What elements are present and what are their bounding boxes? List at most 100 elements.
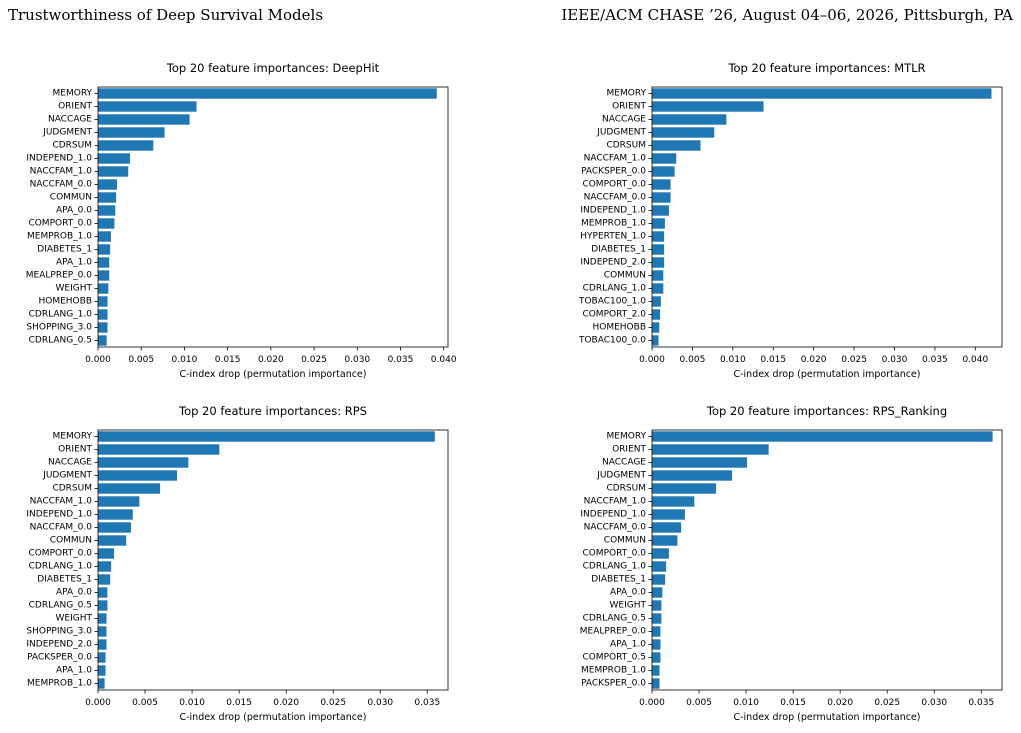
category-label: CDRLANG_1.0: [29, 310, 93, 320]
bar: [652, 270, 664, 281]
category-label: NACCAGE: [602, 115, 646, 125]
bar: [98, 574, 111, 585]
bar: [98, 140, 154, 151]
bar: [652, 600, 662, 611]
axes-frame: [97, 86, 449, 348]
category-label: MEMPROB_1.0: [581, 219, 646, 229]
x-tick-label: 0.040: [962, 355, 988, 365]
conference-info: IEEE/ACM CHASE ’26, August 04–06, 2026, …: [561, 6, 1013, 24]
bar: [652, 509, 685, 520]
category-label: MEALPREP_0.0: [580, 627, 647, 637]
category-label: MEMORY: [607, 89, 647, 99]
category-label: NACCAGE: [48, 115, 92, 125]
bar: [98, 535, 127, 546]
category-label: CDRLANG_0.5: [29, 336, 92, 346]
x-axis-label: C-index drop (permutation importance): [179, 712, 366, 723]
running-title: Trustworthiness of Deep Survival Models: [8, 6, 324, 24]
bar: [98, 205, 116, 216]
category-label: JUDGMENT: [596, 471, 646, 481]
category-label: COMPORT_0.5: [582, 653, 646, 663]
x-tick-label: 0.025: [874, 698, 900, 708]
bar: [98, 678, 105, 689]
chart-mtlr: Top 20 feature importances: MTLR MEMORY OR…: [562, 55, 1012, 390]
x-tick-label: 0.020: [258, 355, 284, 365]
bar: [652, 626, 661, 637]
bar: [98, 322, 108, 333]
bar: [98, 283, 109, 294]
x-tick-label: 0.030: [367, 698, 393, 708]
x-axis-label: C-index drop (permutation importance): [733, 712, 920, 723]
category-label: INDEPEND_1.0: [580, 510, 646, 520]
x-tick-label: 0.000: [85, 355, 111, 365]
category-label: INDEPEND_1.0: [580, 206, 646, 216]
category-label: INDEPEND_1.0: [26, 154, 92, 164]
bar: [652, 231, 665, 242]
bar: [652, 127, 715, 138]
bar: [652, 496, 695, 507]
bar: [652, 88, 992, 99]
x-tick-label: 0.000: [639, 698, 665, 708]
bar: [98, 192, 117, 203]
category-label: TOBAC100_1.0: [578, 297, 646, 307]
category-label: CDRSUM: [606, 484, 646, 494]
x-tick-label: 0.015: [226, 698, 252, 708]
bar: [98, 548, 114, 559]
bar: [98, 218, 115, 229]
x-tick-label: 0.035: [968, 698, 994, 708]
bar: [98, 153, 130, 164]
bar: [652, 431, 993, 442]
bar: [652, 218, 665, 229]
chart-deephit: Top 20 feature importances: DeepHit MEMOR…: [8, 55, 458, 390]
bar: [98, 470, 178, 481]
category-label: SHOPPING_3.0: [26, 323, 92, 333]
x-tick-label: 0.025: [320, 698, 346, 708]
category-label: NACCFAM_0.0: [584, 193, 647, 203]
category-label: APA_0.0: [56, 206, 92, 216]
category-label: MEMORY: [607, 432, 647, 442]
bar: [652, 322, 660, 333]
bar: [652, 101, 764, 112]
chart-rps-ranking: Top 20 feature importances: RPS_Ranking M…: [562, 398, 1012, 733]
x-tick-label: 0.000: [639, 355, 665, 365]
bar: [652, 283, 664, 294]
category-label: APA_0.0: [56, 588, 92, 598]
category-label: COMMUN: [604, 536, 646, 546]
bar: [652, 444, 769, 455]
chart-title: Top 20 feature importances: DeepHit: [166, 61, 380, 75]
category-label: COMPORT_0.0: [28, 219, 92, 229]
bar: [98, 652, 106, 663]
axes-frame: [651, 86, 1003, 348]
category-label: COMPORT_0.0: [582, 549, 646, 559]
category-label: MEMPROB_1.0: [581, 666, 646, 676]
bar: [98, 114, 190, 125]
x-tick-label: 0.025: [301, 355, 327, 365]
bar: [98, 600, 108, 611]
x-axis-label: C-index drop (permutation importance): [179, 369, 366, 380]
category-label: JUDGMENT: [42, 128, 92, 138]
bar: [98, 88, 437, 99]
bar: [98, 626, 107, 637]
page-header: Trustworthiness of Deep Survival Models …: [0, 0, 1021, 30]
category-label: HYPERTEN_1.0: [580, 232, 646, 242]
bar: [652, 678, 660, 689]
x-tick-label: 0.030: [344, 355, 370, 365]
category-label: CDRLANG_1.0: [583, 562, 647, 572]
bar: [98, 309, 108, 320]
category-label: NACCFAM_1.0: [584, 497, 647, 507]
bar: [652, 244, 665, 255]
category-label: CDRLANG_0.5: [29, 601, 92, 611]
x-tick-label: 0.025: [841, 355, 867, 365]
chart-title: Top 20 feature importances: MTLR: [727, 61, 925, 75]
axes-frame: [97, 429, 449, 691]
bar: [98, 483, 161, 494]
x-tick-label: 0.015: [215, 355, 241, 365]
bar: [98, 231, 111, 242]
category-label: APA_0.0: [610, 588, 646, 598]
x-tick-label: 0.030: [921, 698, 947, 708]
bar: [652, 335, 659, 346]
category-label: CDRLANG_1.0: [29, 562, 93, 572]
category-label: CDRSUM: [606, 141, 646, 151]
category-label: COMMUN: [50, 193, 92, 203]
bar: [652, 140, 701, 151]
x-tick-label: 0.005: [680, 355, 706, 365]
